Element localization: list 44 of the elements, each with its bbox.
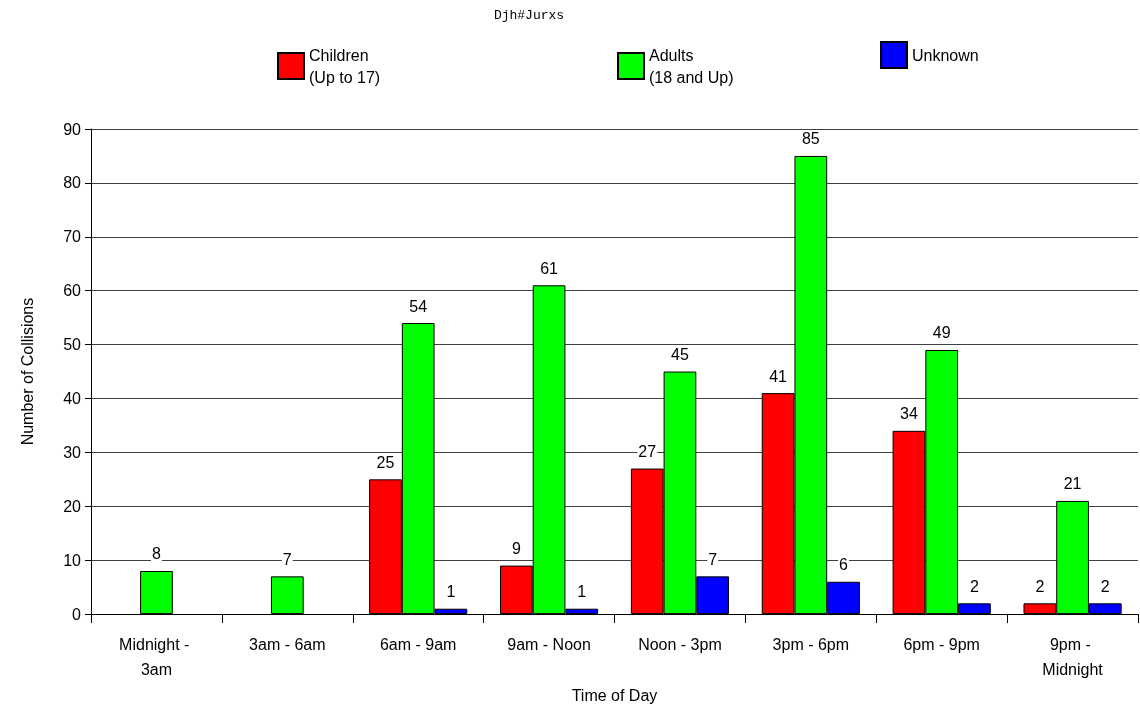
data-label: 54 xyxy=(409,297,428,315)
data-label: 7 xyxy=(282,550,292,568)
x-tick-label: 9pm - Midnight xyxy=(1042,636,1104,679)
y-axis-title: Number of Collisions xyxy=(18,297,36,446)
y-tick-label: 10 xyxy=(63,551,82,569)
x-tick-label: 6pm - 9pm xyxy=(903,636,980,654)
x-tick-label: 3pm - 6pm xyxy=(772,636,850,654)
data-label: 8 xyxy=(151,545,161,563)
y-tick-label: 80 xyxy=(63,174,82,192)
legend-label: Adults (18 and Up) xyxy=(649,46,734,86)
data-label: 25 xyxy=(376,453,395,471)
data-label: 7 xyxy=(708,550,718,568)
y-tick-label: 0 xyxy=(72,605,82,623)
data-label: 2 xyxy=(1100,577,1110,595)
data-label: 1 xyxy=(577,583,587,601)
data-label: 1 xyxy=(446,583,456,601)
data-label: 9 xyxy=(511,540,521,558)
y-tick-label: 20 xyxy=(63,497,82,515)
y-tick-label: 50 xyxy=(63,336,82,354)
x-tick-label: 3am - 6am xyxy=(249,636,326,654)
data-label: 27 xyxy=(638,443,657,461)
legend-label: Children (Up to 17) xyxy=(309,46,381,86)
legend-title: Djh#Jurxs xyxy=(493,8,565,23)
y-tick-label: 60 xyxy=(63,282,82,300)
data-label: 41 xyxy=(769,367,788,385)
data-label: 45 xyxy=(671,346,689,364)
x-tick-label: 6am - 9am xyxy=(379,636,457,654)
data-label: 61 xyxy=(540,259,559,277)
x-tick-label: Midnight - 3am xyxy=(119,636,194,679)
legend-label: Unknown xyxy=(912,46,979,64)
y-tick-label: 90 xyxy=(63,120,82,138)
y-tick-label: 40 xyxy=(63,390,82,407)
data-label: 49 xyxy=(932,324,951,342)
data-label: 85 xyxy=(801,130,820,148)
data-label: 2 xyxy=(969,577,979,595)
data-label: 2 xyxy=(1035,577,1045,595)
x-tick-label: Noon - 3pm xyxy=(638,636,722,654)
data-label: 21 xyxy=(1063,475,1082,493)
x-axis-title: Time of Day xyxy=(571,686,658,704)
data-label: 6 xyxy=(839,556,849,574)
data-label: 34 xyxy=(900,405,918,423)
y-tick-label: 30 xyxy=(63,443,82,461)
y-tick-label: 70 xyxy=(63,228,82,246)
x-tick-label: 9am - Noon xyxy=(507,636,591,654)
